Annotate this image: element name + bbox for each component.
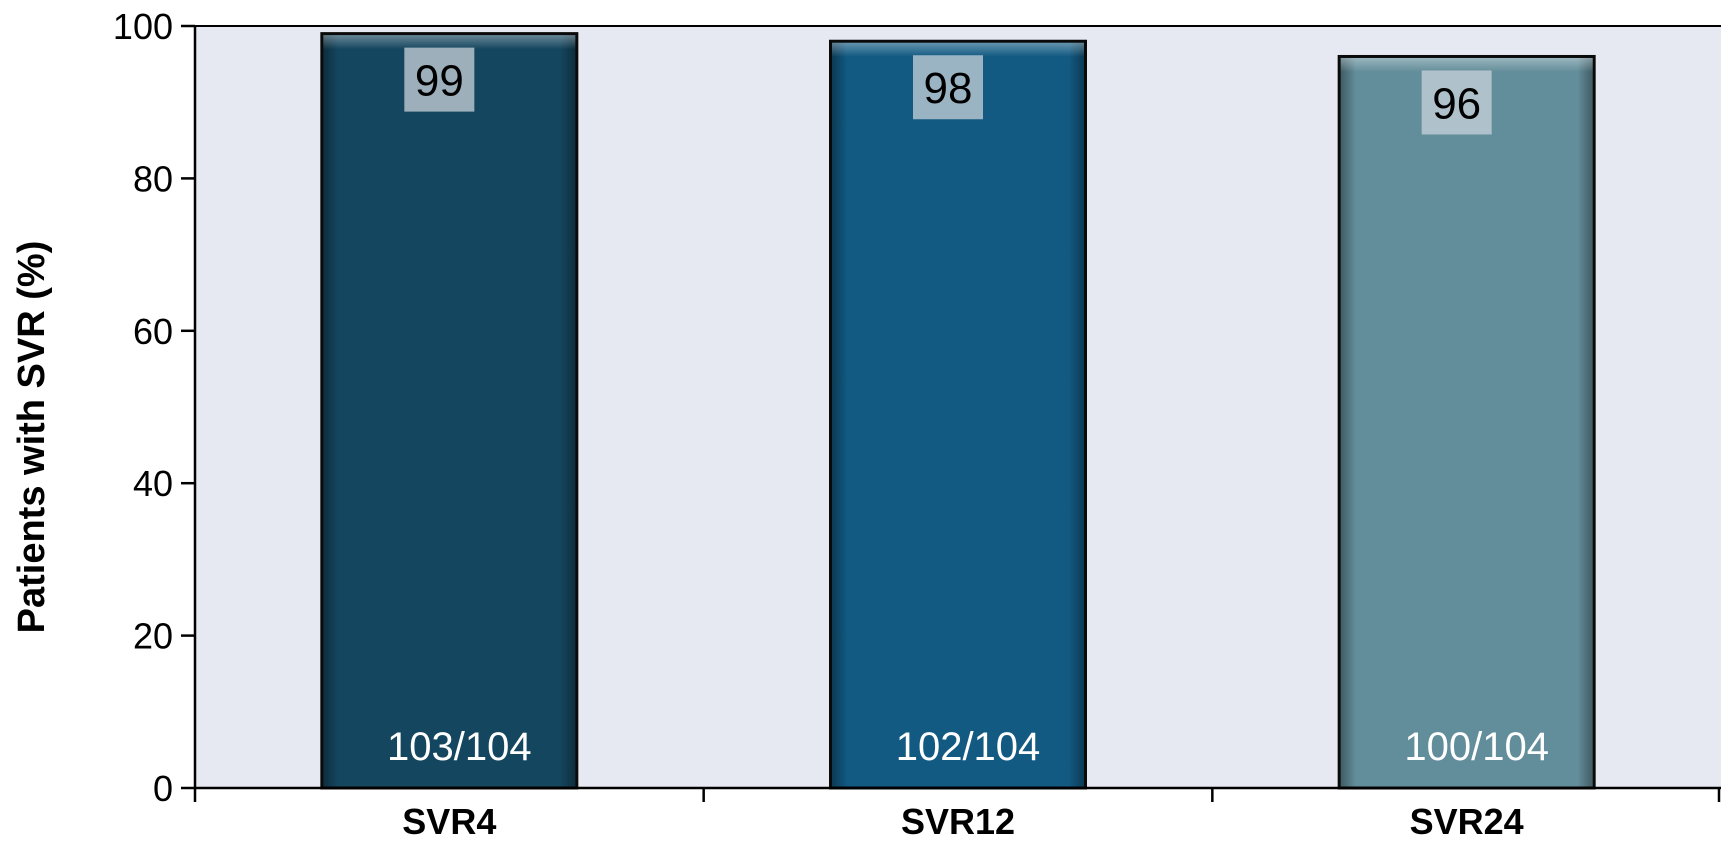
axes-layer: 0 20 40 60 80 100: [113, 6, 1721, 809]
value-label-box: [1421, 70, 1492, 135]
x-tick-label: SVR24: [1410, 801, 1524, 842]
y-tick-label: 60: [133, 311, 173, 352]
y-axis-label: Patients with SVR (%): [11, 241, 53, 634]
value-label: 99: [415, 57, 464, 106]
value-label-box: [913, 55, 983, 120]
bars-layer: 99 103/104 SVR4 98 102/104 SVR12 96 100/104 SVR2…: [320, 32, 1596, 842]
bar-group-svr12: 98 102/104 SVR12: [829, 39, 1087, 842]
bar-highlight: [323, 35, 576, 50]
bar-highlight: [1340, 57, 1593, 72]
y-tick-label: 80: [133, 158, 173, 199]
y-tick-label: 40: [133, 463, 173, 504]
bar-shading: [832, 42, 1084, 787]
count-label: 100/104: [1404, 725, 1549, 769]
value-label: 96: [1432, 79, 1481, 128]
value-label: 98: [924, 64, 973, 113]
y-tick-label: 0: [153, 768, 173, 809]
bar-group-svr4: 99 103/104 SVR4: [320, 32, 579, 842]
y-tick-label: 20: [133, 616, 173, 657]
bar-shading: [1340, 57, 1593, 787]
bar-highlight: [832, 42, 1084, 57]
bar-shading: [323, 35, 576, 787]
count-label: 102/104: [896, 725, 1041, 769]
y-tick-label: 100: [113, 6, 173, 47]
count-label: 103/104: [387, 725, 532, 769]
value-label-box: [404, 47, 475, 112]
x-tick-label: SVR4: [402, 801, 496, 842]
x-tick-label: SVR12: [901, 801, 1015, 842]
bar-group-svr24: 96 100/104 SVR24: [1337, 54, 1596, 842]
